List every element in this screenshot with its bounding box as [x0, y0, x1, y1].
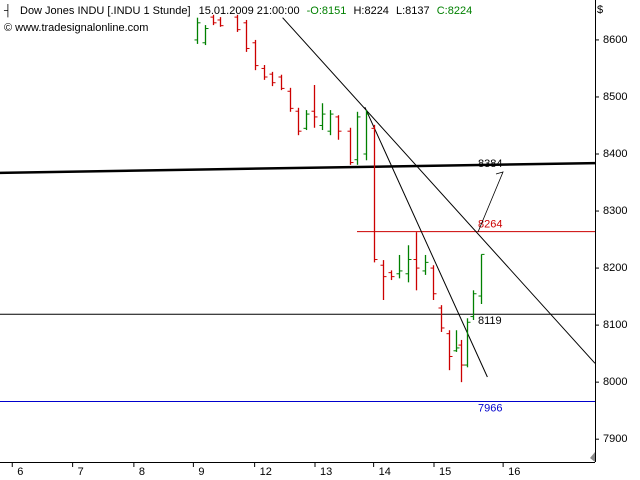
- trend-label: 8384: [478, 158, 502, 170]
- y-tick-label: 8400: [603, 148, 627, 160]
- y-tick-label: 8600: [603, 34, 627, 46]
- y-tick-label: 8500: [603, 91, 627, 103]
- header: ┤ Dow Jones INDU [.INDU 1 Stunde] 15.01.…: [3, 3, 472, 18]
- x-tick-label: 16: [508, 466, 520, 478]
- trendline: [282, 17, 596, 364]
- copyright: © www.tradesignalonline.com: [4, 22, 148, 34]
- x-tick-label: 12: [260, 466, 272, 478]
- header-icon: ┤: [3, 3, 12, 18]
- level-label: 7966: [478, 402, 502, 414]
- x-tick-label: 15: [439, 466, 451, 478]
- trendline: [0, 161, 596, 175]
- y-tick-label: 8300: [603, 205, 627, 217]
- y-tick-label: 7900: [603, 433, 627, 445]
- trend-pointer: [477, 171, 504, 233]
- level-label: 8119: [478, 315, 502, 327]
- header-close: C:8224: [437, 5, 472, 17]
- currency: $: [597, 4, 603, 16]
- x-tick-label: 9: [198, 466, 204, 478]
- x-tick-label: 13: [320, 466, 332, 478]
- header-low: L:8137: [396, 5, 430, 17]
- corner-arrow: [590, 452, 595, 462]
- x-tick-label: 6: [17, 466, 23, 478]
- y-tick-label: 8000: [603, 376, 627, 388]
- x-tick-label: 14: [379, 466, 391, 478]
- x-tick-label: 8: [139, 466, 145, 478]
- header-open: -O:8151: [307, 5, 347, 17]
- y-tick-label: 8100: [603, 319, 627, 331]
- x-tick-label: 7: [78, 466, 84, 478]
- header-datetime: 15.01.2009 21:00:00: [199, 5, 300, 17]
- level-label: 8264: [478, 218, 502, 230]
- y-tick-label: 8200: [603, 262, 627, 274]
- header-high: H:8224: [353, 5, 388, 17]
- header-title: Dow Jones INDU [.INDU 1 Stunde]: [20, 5, 191, 17]
